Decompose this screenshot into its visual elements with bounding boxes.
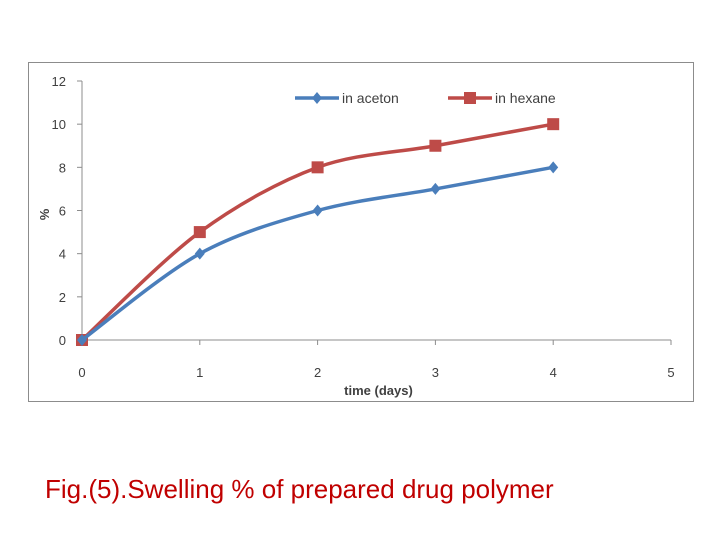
data-point-in-aceton: [548, 161, 559, 174]
axes: [77, 80, 672, 345]
x-tick-labels: 0 1 2 3 4 5: [78, 365, 674, 380]
x-tick-label: 4: [550, 365, 557, 380]
y-tick-label: 6: [59, 204, 66, 219]
data-point-in-hexane: [429, 139, 442, 152]
y-tick-label: 12: [52, 74, 66, 89]
legend-item-in-aceton: in aceton: [295, 90, 399, 106]
legend-item-in-hexane: in hexane: [448, 90, 556, 106]
y-tick-label: 0: [59, 333, 66, 348]
figure-caption: Fig.(5).Swelling % of prepared drug poly…: [45, 474, 554, 504]
series-lines: [76, 118, 560, 346]
y-tick-label: 2: [59, 290, 66, 305]
series-in-aceton: [77, 161, 559, 346]
series-line-in-aceton: [80, 165, 554, 342]
x-axis-title: time (days): [344, 383, 413, 398]
legend-label: in aceton: [342, 90, 399, 106]
y-tick-labels: 0 2 4 6 8 10 12: [52, 74, 66, 348]
x-tick-label: 3: [432, 365, 439, 380]
series-in-hexane: [76, 118, 560, 346]
y-tick-label: 10: [52, 117, 66, 132]
data-point-in-hexane: [311, 161, 324, 174]
legend-marker: [312, 92, 322, 104]
data-point-in-hexane: [547, 118, 560, 131]
data-point-in-aceton: [194, 247, 205, 260]
data-point-in-aceton: [312, 204, 323, 217]
legend-label: in hexane: [495, 90, 556, 106]
x-tick-label: 2: [314, 365, 321, 380]
legend-marker: [464, 92, 476, 104]
y-axis-title: %: [37, 208, 52, 220]
data-point-in-aceton: [430, 182, 441, 195]
y-tick-label: 4: [59, 247, 66, 262]
data-point-in-hexane: [193, 226, 206, 239]
legend: in aceton in hexane: [295, 90, 556, 106]
data-point-in-aceton: [77, 334, 87, 346]
x-tick-label: 1: [196, 365, 203, 380]
series-line-in-hexane: [80, 122, 554, 342]
x-tick-label: 5: [667, 365, 674, 380]
x-tick-label: 0: [78, 365, 85, 380]
y-tick-label: 8: [59, 160, 66, 175]
